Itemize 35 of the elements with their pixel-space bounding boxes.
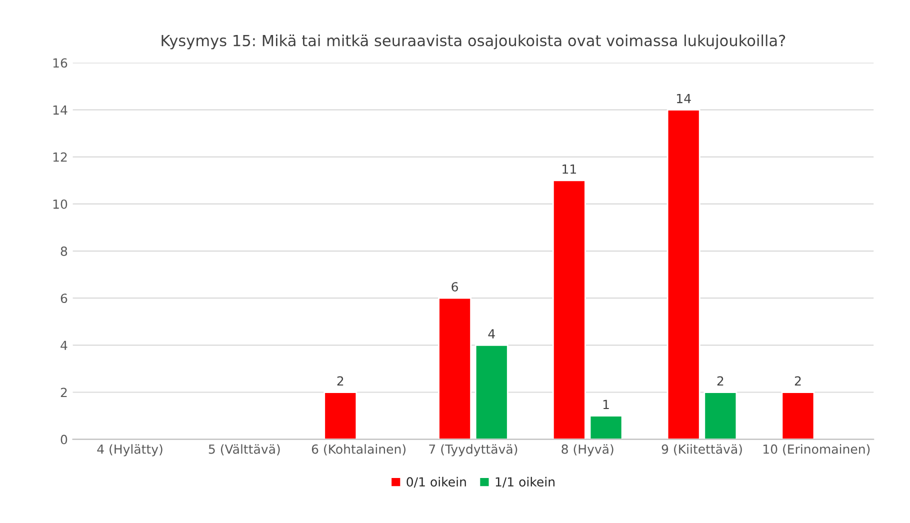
x-tick-label: 10 (Erinomainen)	[763, 444, 870, 456]
y-tick-label: 0	[60, 434, 68, 444]
y-tick-label: 6	[60, 294, 68, 304]
bar	[324, 392, 358, 440]
x-tick-label: 4 (Hylätty)	[97, 444, 162, 456]
chart-title: Kysymys 15: Mikä tai mitkä seuraavista osajoukoista ovat voimassa lukujoukoilla?	[162, 34, 786, 50]
bar	[438, 297, 472, 440]
y-tick-label: 10	[53, 199, 68, 209]
y-tick-label: 8	[60, 246, 68, 256]
x-tick-label: 5 (Välttävä)	[208, 444, 280, 456]
x-tick-label: 9 (Kiitettävä)	[662, 444, 742, 456]
data-label: 6	[452, 282, 458, 292]
y-tick-label: 14	[53, 105, 68, 115]
data-label: 2	[717, 376, 724, 386]
bar	[704, 392, 738, 440]
x-tick-label: 7 (Tyydyttävä)	[429, 444, 518, 456]
x-tick-label: 6 (Kohtalainen)	[312, 444, 406, 456]
data-label: 2	[794, 376, 801, 386]
y-tick-label: 12	[53, 152, 67, 162]
x-tick-label: 8 (Hyvä)	[562, 444, 614, 456]
y-tick-label: 16	[53, 58, 68, 68]
legend-label: 0/1 oikein	[406, 476, 466, 488]
legend-label: 1/1 oikein	[496, 476, 554, 488]
bar	[474, 344, 508, 440]
bar	[666, 109, 700, 440]
bar	[552, 180, 586, 440]
data-label: 1	[603, 400, 609, 410]
y-tick-label: 2	[60, 388, 67, 397]
data-label: 4	[488, 329, 495, 338]
data-label: 2	[337, 376, 344, 386]
bar	[589, 415, 623, 440]
data-label: 14	[677, 94, 691, 104]
y-tick-label: 4	[60, 340, 68, 350]
bar	[781, 392, 815, 440]
data-label: 11	[562, 164, 576, 174]
